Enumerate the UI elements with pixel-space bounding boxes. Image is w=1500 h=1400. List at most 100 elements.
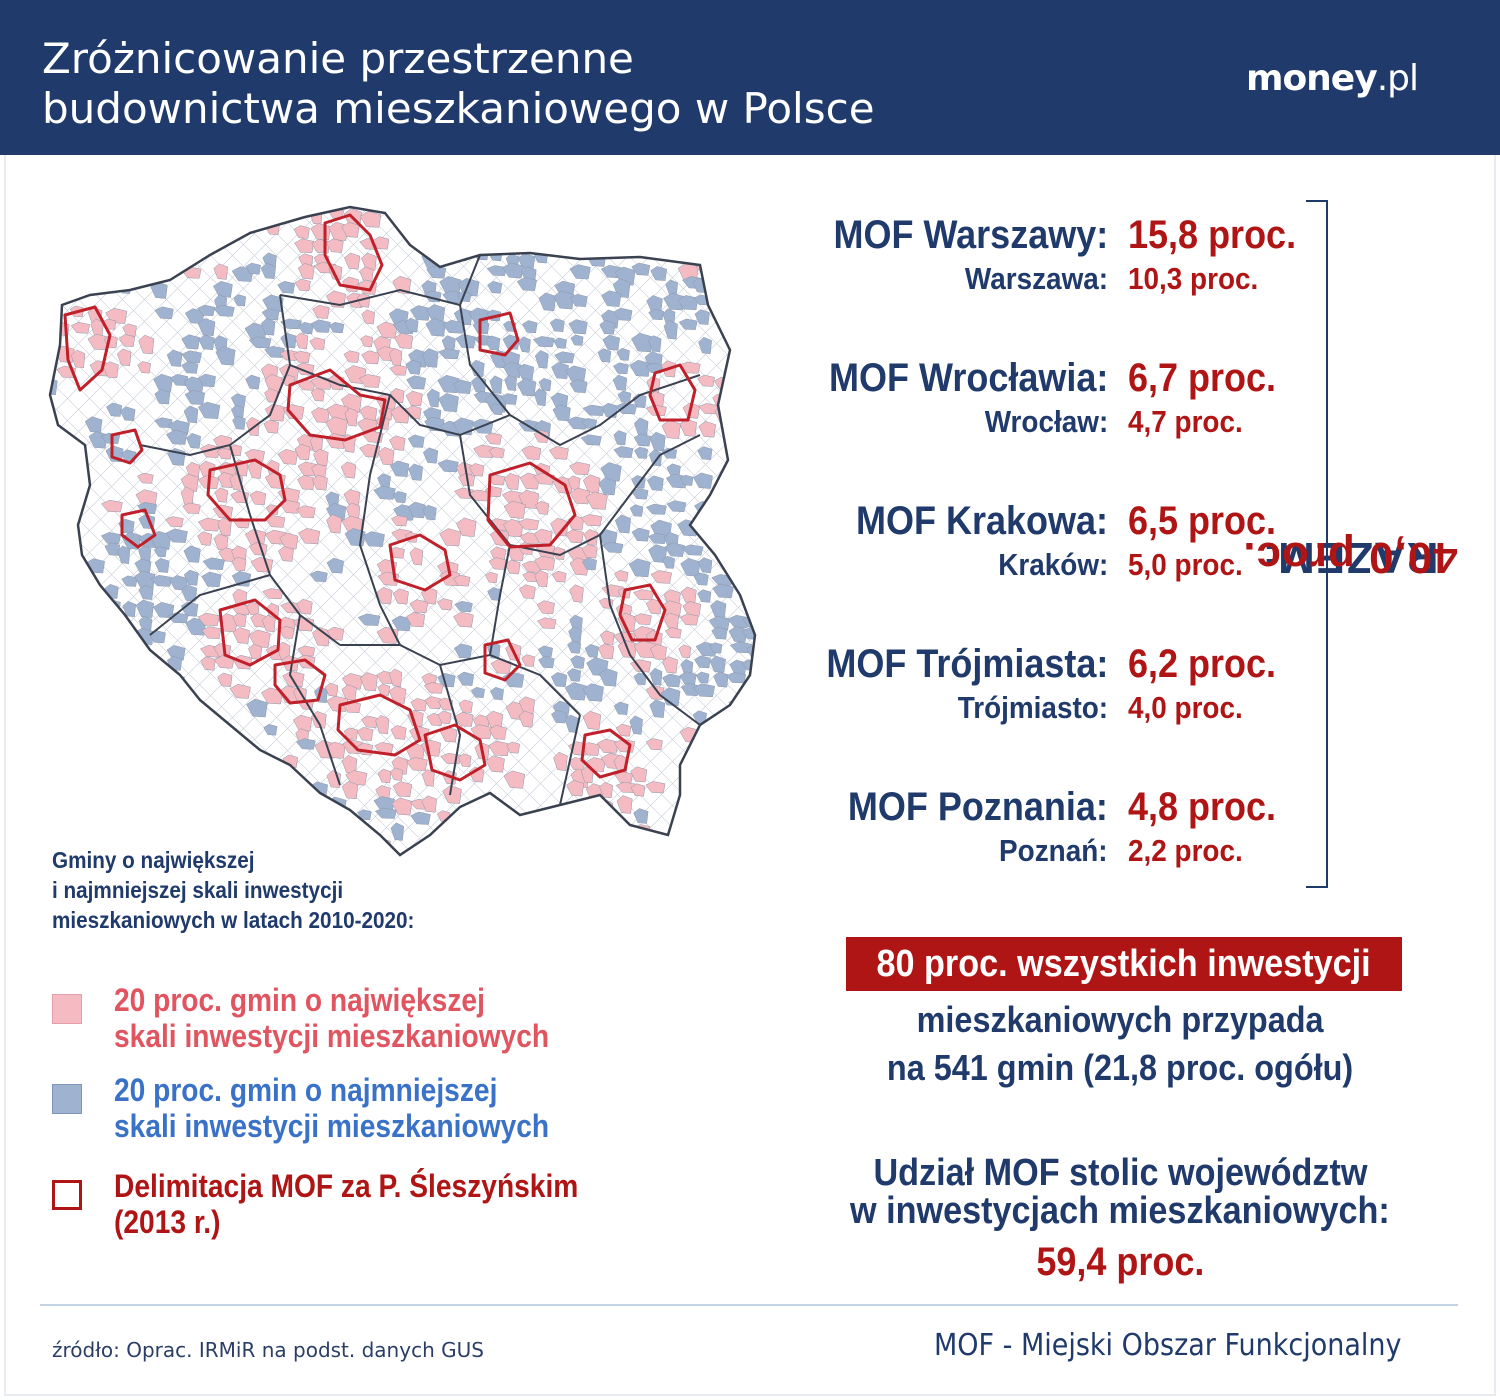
gmina-low-patch (709, 515, 728, 531)
gmina-low-patch (452, 417, 474, 436)
gmina-high-patch (232, 612, 247, 627)
gmina-high-patch (390, 725, 407, 740)
footer-divider (40, 1304, 1458, 1306)
gmina-low-patch (708, 616, 731, 631)
gmina-high-patch (165, 234, 182, 246)
gmina-high-patch (389, 435, 406, 451)
gmina-low-patch (404, 317, 419, 333)
gmina-low-patch (202, 557, 225, 570)
share-line-1: Udział MOF stolic województw (780, 1152, 1460, 1195)
gmina-high-patch (343, 350, 360, 363)
gmina-high-patch (341, 781, 359, 800)
gmina-low-patch (117, 545, 131, 565)
gmina-high-patch (662, 656, 678, 674)
legend-swatch-blue (52, 1084, 82, 1114)
gmina-low-patch (726, 474, 742, 490)
gmina-high-patch (279, 625, 295, 639)
gmina-high-patch (453, 611, 474, 628)
gmina-low-patch (730, 445, 750, 459)
gmina-high-patch (356, 293, 371, 308)
gmina-low-patch (552, 404, 571, 422)
gmina-high-patch (488, 446, 505, 458)
gmina-high-patch (297, 263, 315, 280)
gmina-high-patch (581, 742, 600, 756)
mof-poznan (206, 458, 287, 522)
gmina-low-patch (661, 447, 678, 459)
gmina-low-patch (325, 491, 340, 508)
gmina-high-patch (521, 654, 536, 667)
gmina-low-patch (100, 532, 122, 545)
gmina-high-patch (233, 207, 254, 223)
gmina-low-patch (698, 336, 712, 355)
gmina-high-patch (213, 263, 229, 280)
gmina-high-patch (533, 555, 556, 571)
gmina-low-patch (631, 488, 649, 500)
gmina-low-patch (71, 584, 91, 596)
gmina-low-patch (596, 239, 615, 253)
gmina-low-patch (246, 798, 261, 811)
razem-value: 40,0 proc. (1242, 533, 1458, 583)
gmina-low-patch (745, 390, 755, 402)
gmina-low-patch (617, 390, 632, 403)
gmina-low-patch (551, 710, 567, 724)
gmina-low-patch (692, 683, 716, 698)
summary-line-2: mieszkaniowych przypada (780, 999, 1460, 1041)
gmina-high-patch (469, 463, 485, 477)
gmina-low-patch (584, 644, 599, 658)
gmina-low-patch (153, 728, 176, 747)
gmina-low-patch (310, 319, 331, 333)
gmina-low-patch (392, 490, 407, 504)
legend-text-smallest: 20 proc. gmin o najmniejszej skali inwes… (114, 1072, 642, 1144)
gmina-low-patch (633, 433, 652, 447)
gmina-high-patch (456, 517, 477, 537)
gmina-low-patch (100, 207, 122, 219)
gmina-high-patch (410, 698, 427, 712)
gmina-high-patch (569, 461, 591, 476)
gmina-high-patch (698, 797, 721, 816)
gmina-high-patch (372, 236, 390, 250)
gmina-high-patch (310, 387, 325, 402)
gmina-low-patch (326, 557, 344, 574)
gmina-low-patch (633, 808, 649, 824)
gmina-high-patch (490, 658, 512, 674)
gmina-low-patch (663, 864, 682, 880)
gmina-low-patch (184, 308, 205, 324)
gmina-low-patch (374, 807, 397, 819)
gmina-low-patch (537, 645, 553, 658)
gmina-high-patch (359, 672, 378, 692)
gmina-low-patch (518, 336, 531, 353)
gmina-low-patch (53, 687, 75, 704)
gmina-low-patch (661, 673, 681, 688)
gmina-high-patch (518, 710, 534, 728)
gmina-high-patch (231, 556, 247, 572)
gmina-low-patch (649, 431, 666, 452)
gmina-low-patch (261, 308, 280, 321)
gmina-low-patch (581, 557, 597, 571)
gmina-high-patch (517, 518, 540, 530)
gmina-high-patch (452, 574, 471, 587)
gmina-high-patch (503, 770, 526, 789)
gmina-high-patch (614, 570, 629, 582)
gmina-low-patch (680, 474, 694, 486)
gmina-high-patch (581, 544, 598, 559)
gmina-high-patch (311, 463, 327, 479)
gmina-low-patch (538, 377, 552, 392)
gmina-high-patch (504, 559, 521, 575)
gmina-high-patch (217, 672, 233, 687)
gmina-high-patch (298, 253, 314, 267)
gmina-low-patch (438, 225, 453, 238)
gmina-high-patch (763, 752, 770, 770)
gmina-high-patch (680, 586, 697, 604)
gmina-high-patch (297, 645, 316, 657)
gmina-low-patch (502, 334, 520, 350)
gmina-low-patch (102, 236, 119, 248)
gmina-low-patch (568, 626, 582, 643)
gmina-high-patch (645, 738, 663, 751)
gmina-low-patch (134, 558, 152, 574)
gmina-high-patch (535, 500, 550, 515)
gmina-high-patch (506, 741, 520, 754)
gmina-high-patch (278, 546, 294, 562)
gmina-high-patch (183, 726, 202, 745)
gmina-low-patch (697, 557, 713, 574)
legend-swatch-outline (52, 1180, 82, 1210)
